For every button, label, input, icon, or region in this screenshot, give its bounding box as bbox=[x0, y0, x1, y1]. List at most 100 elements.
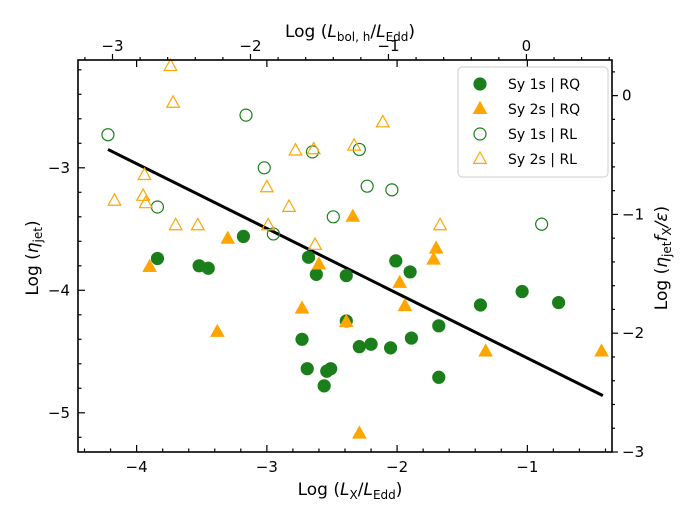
data-point bbox=[168, 217, 184, 231]
y-tick-label: −3 bbox=[48, 159, 70, 177]
data-point bbox=[352, 340, 366, 354]
x-tick-label: −4 bbox=[126, 458, 148, 476]
data-point bbox=[432, 370, 446, 384]
data-point bbox=[236, 229, 251, 243]
right-tick-label: −3 bbox=[622, 443, 644, 461]
x-axis-title: Log (LX/LEdd) bbox=[298, 480, 403, 502]
data-point bbox=[375, 114, 391, 128]
x-tick-label: −1 bbox=[516, 458, 538, 476]
data-point bbox=[281, 198, 297, 212]
data-point bbox=[317, 379, 331, 393]
data-point bbox=[220, 230, 236, 244]
series-1 bbox=[150, 229, 566, 393]
data-point bbox=[163, 57, 178, 72]
data-point bbox=[397, 297, 413, 312]
data-point bbox=[324, 362, 338, 376]
legend-entry: Sy 1s | RQ bbox=[473, 77, 580, 93]
data-point bbox=[515, 284, 529, 299]
x-tick-label: −3 bbox=[256, 458, 278, 476]
right-tick-label: 0 bbox=[622, 87, 632, 105]
data-point bbox=[295, 332, 309, 346]
data-point bbox=[257, 161, 271, 175]
data-point bbox=[551, 295, 566, 310]
right-tick-label: −1 bbox=[622, 205, 644, 223]
data-point bbox=[389, 254, 403, 268]
data-point bbox=[360, 179, 374, 193]
data-point bbox=[301, 250, 316, 264]
data-point bbox=[352, 142, 366, 157]
data-point bbox=[306, 141, 322, 155]
legend-label: Sy 2s | RL bbox=[508, 152, 577, 168]
data-point bbox=[259, 179, 275, 193]
y-tick-label: −4 bbox=[48, 281, 70, 299]
legend-label: Sy 1s | RL bbox=[508, 127, 577, 143]
x-tick-label: −2 bbox=[386, 458, 408, 476]
data-point bbox=[260, 217, 276, 231]
data-point bbox=[201, 261, 215, 275]
data-point bbox=[392, 274, 408, 288]
data-point bbox=[346, 137, 362, 151]
data-point bbox=[300, 362, 314, 376]
legend-marker bbox=[472, 150, 488, 164]
data-point bbox=[432, 217, 448, 231]
top-tick-label: −3 bbox=[101, 37, 123, 55]
data-point bbox=[107, 192, 122, 206]
data-point bbox=[190, 217, 206, 231]
data-point bbox=[432, 319, 446, 333]
data-point bbox=[311, 256, 327, 270]
series-2 bbox=[142, 208, 609, 439]
legend-entry: Sy 1s | RL bbox=[473, 127, 577, 143]
data-point bbox=[535, 217, 549, 231]
data-point bbox=[294, 300, 310, 314]
data-point bbox=[326, 210, 340, 224]
data-point bbox=[364, 337, 378, 351]
top-x-axis-title: Log (Lbol, h/LEdd) bbox=[285, 22, 415, 44]
data-point bbox=[150, 200, 165, 214]
series-4 bbox=[107, 57, 448, 250]
data-point bbox=[150, 251, 165, 266]
data-point bbox=[594, 343, 609, 357]
data-point bbox=[352, 425, 367, 439]
plot-area bbox=[101, 57, 609, 439]
data-point bbox=[478, 343, 493, 357]
data-point bbox=[239, 108, 253, 122]
data-point bbox=[385, 183, 399, 197]
y-tick-label: −5 bbox=[48, 404, 70, 422]
data-point bbox=[142, 258, 157, 272]
legend: Sy 1s | RQ Sy 2s | RQ Sy 1s | RL Sy 2s | RL bbox=[457, 66, 609, 178]
legend-marker bbox=[472, 100, 488, 114]
data-point bbox=[383, 341, 398, 355]
data-point bbox=[473, 298, 488, 312]
top-tick-label: −2 bbox=[239, 37, 261, 55]
data-point bbox=[428, 240, 444, 254]
data-point bbox=[309, 267, 323, 281]
data-point bbox=[101, 128, 115, 142]
fit-line bbox=[107, 148, 604, 397]
data-point bbox=[426, 251, 441, 265]
data-point bbox=[165, 94, 181, 108]
right-tick-label: −2 bbox=[622, 324, 644, 342]
legend-entry: Sy 2s | RL bbox=[472, 150, 577, 168]
data-point bbox=[404, 331, 419, 345]
data-point bbox=[403, 265, 417, 279]
data-point bbox=[210, 323, 225, 337]
data-point bbox=[307, 236, 323, 250]
data-point bbox=[339, 269, 353, 283]
legend-marker bbox=[473, 77, 487, 91]
legend-marker bbox=[473, 127, 487, 141]
legend-entry: Sy 2s | RQ bbox=[472, 100, 580, 118]
legend-label: Sy 1s | RQ bbox=[508, 77, 580, 93]
data-point bbox=[288, 142, 303, 156]
top-tick-label: 0 bbox=[522, 37, 532, 55]
data-point bbox=[345, 208, 361, 222]
data-point bbox=[137, 166, 152, 181]
top-tick-label: −1 bbox=[377, 37, 399, 55]
axis-ticks: −4 −3 −2 −1 −3 −2 −1 0 −5 −4 −3 −3 −2 −1 0 bbox=[48, 37, 644, 476]
y-axis-title: Log (ηjet) bbox=[23, 220, 45, 295]
data-point bbox=[338, 313, 354, 328]
legend-label: Sy 2s | RQ bbox=[508, 102, 580, 118]
right-y-axis-title: Log (ηjetfX/ε) bbox=[652, 206, 674, 310]
legend-box bbox=[457, 66, 609, 178]
data-point bbox=[138, 195, 154, 209]
